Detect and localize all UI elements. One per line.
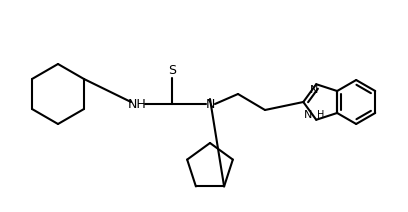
Text: S: S	[168, 64, 176, 77]
Text: N: N	[205, 98, 215, 110]
Text: N: N	[304, 110, 312, 120]
Text: H: H	[317, 110, 325, 120]
Text: N: N	[310, 85, 318, 95]
Text: NH: NH	[128, 98, 146, 110]
